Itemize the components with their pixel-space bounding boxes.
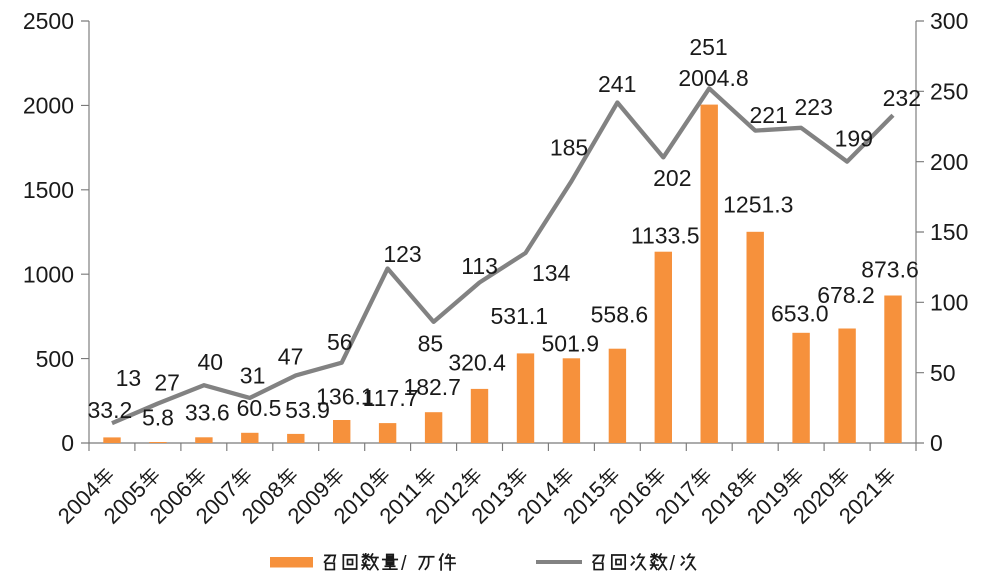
svg-text:33.2: 33.2 [88,397,133,423]
svg-text:1251.3: 1251.3 [723,192,793,218]
svg-text:300: 300 [930,8,968,34]
svg-text:1000: 1000 [23,261,74,287]
svg-text:678.2: 678.2 [817,282,875,308]
svg-text:/: / [401,553,407,575]
svg-text:250: 250 [930,79,968,105]
svg-text:501.9: 501.9 [542,331,600,357]
svg-text:531.1: 531.1 [491,303,549,329]
svg-text:113: 113 [461,253,498,279]
svg-text:136.1: 136.1 [316,383,374,409]
svg-text:33.6: 33.6 [185,400,230,426]
svg-text:53.9: 53.9 [285,397,330,423]
svg-text:558.6: 558.6 [591,301,649,327]
svg-text:13: 13 [116,365,142,391]
svg-text:1133.5: 1133.5 [631,223,700,249]
svg-text:232: 232 [883,85,921,111]
svg-text:500: 500 [36,346,74,372]
svg-text:134: 134 [532,260,571,286]
svg-text:2004.8: 2004.8 [678,65,748,91]
svg-text:251: 251 [689,34,727,60]
svg-text:117.7: 117.7 [363,385,419,411]
svg-text:47: 47 [278,344,304,370]
svg-text:123: 123 [383,241,421,267]
svg-text:0: 0 [930,430,943,456]
svg-text:185: 185 [550,134,588,160]
svg-text:200: 200 [930,149,968,175]
svg-text:50: 50 [930,360,956,386]
svg-text:/: / [670,553,676,575]
svg-text:202: 202 [653,165,691,191]
svg-text:31: 31 [240,363,266,389]
svg-text:27: 27 [154,370,180,396]
svg-text:182.7: 182.7 [403,374,461,400]
svg-text:653.0: 653.0 [771,300,829,326]
svg-text:2500: 2500 [23,8,74,34]
svg-text:241: 241 [598,71,636,97]
svg-text:221: 221 [750,102,788,128]
svg-text:60.5: 60.5 [237,395,282,421]
svg-text:0: 0 [61,430,74,456]
svg-text:100: 100 [930,290,968,316]
svg-text:873.6: 873.6 [861,256,919,282]
svg-text:2000: 2000 [23,93,74,119]
svg-text:5.8: 5.8 [142,405,174,431]
svg-text:1500: 1500 [23,177,74,203]
svg-text:223: 223 [795,94,833,120]
svg-text:320.4: 320.4 [448,350,506,376]
svg-text:56: 56 [327,329,353,355]
svg-text:150: 150 [930,219,968,245]
svg-text:40: 40 [198,349,224,375]
svg-text:85: 85 [418,331,444,357]
svg-text:199: 199 [835,126,873,152]
